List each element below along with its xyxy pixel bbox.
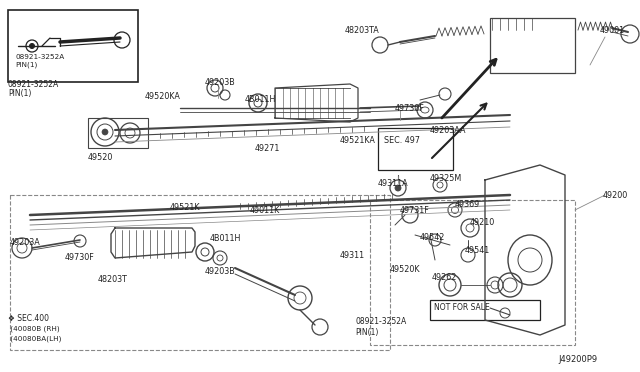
Text: 49262: 49262 bbox=[432, 273, 458, 282]
Text: 49730F: 49730F bbox=[395, 103, 425, 112]
Text: 48203TA: 48203TA bbox=[345, 26, 380, 35]
Text: 49203B: 49203B bbox=[205, 267, 236, 276]
Text: 49542: 49542 bbox=[420, 232, 445, 241]
Bar bbox=[8, 10, 138, 82]
Text: 4B011H: 4B011H bbox=[245, 94, 276, 103]
Bar bbox=[378, 128, 453, 170]
Text: NOT FOR SALE: NOT FOR SALE bbox=[434, 302, 490, 311]
Text: 48203T: 48203T bbox=[98, 276, 128, 285]
Text: PIN(1): PIN(1) bbox=[8, 89, 31, 97]
Text: SEC. 497: SEC. 497 bbox=[384, 135, 420, 144]
Text: 49325M: 49325M bbox=[430, 173, 462, 183]
Text: 49271: 49271 bbox=[255, 144, 280, 153]
Text: 49210: 49210 bbox=[470, 218, 495, 227]
Text: 49001: 49001 bbox=[600, 26, 625, 35]
Text: 49311A: 49311A bbox=[378, 179, 408, 187]
Text: 49520: 49520 bbox=[88, 153, 113, 161]
Text: 49541: 49541 bbox=[465, 246, 490, 254]
Bar bbox=[10, 195, 390, 350]
Ellipse shape bbox=[29, 44, 35, 48]
Text: 08921-3252A: 08921-3252A bbox=[8, 80, 60, 89]
Text: 08921-3252A: 08921-3252A bbox=[15, 54, 64, 60]
Text: (40080BA(LH): (40080BA(LH) bbox=[8, 336, 61, 342]
Text: J49200P9: J49200P9 bbox=[559, 356, 598, 365]
Text: 49730F: 49730F bbox=[65, 253, 95, 263]
Text: 49203A: 49203A bbox=[10, 237, 41, 247]
Text: 49521KA: 49521KA bbox=[340, 135, 376, 144]
Text: 4B011H: 4B011H bbox=[210, 234, 241, 243]
Bar bbox=[490, 18, 575, 73]
Text: 49203B: 49203B bbox=[205, 77, 236, 87]
Text: 49200: 49200 bbox=[603, 190, 628, 199]
Text: 49520K: 49520K bbox=[390, 266, 420, 275]
Ellipse shape bbox=[102, 129, 108, 135]
Text: 49311: 49311 bbox=[340, 250, 365, 260]
Text: 49011K: 49011K bbox=[250, 205, 280, 215]
Text: 49731F: 49731F bbox=[400, 205, 429, 215]
Text: 08921-3252A: 08921-3252A bbox=[355, 317, 406, 327]
Ellipse shape bbox=[395, 185, 401, 191]
Bar bbox=[370, 200, 575, 345]
Text: 49520KA: 49520KA bbox=[145, 92, 181, 100]
Bar bbox=[430, 300, 540, 320]
Bar bbox=[88, 118, 148, 148]
Text: 49521K: 49521K bbox=[170, 202, 200, 212]
Text: (40080B (RH): (40080B (RH) bbox=[8, 326, 60, 332]
Text: 49203AA: 49203AA bbox=[430, 125, 467, 135]
Text: ❖ SEC.400: ❖ SEC.400 bbox=[8, 314, 49, 323]
Text: PIN(1): PIN(1) bbox=[355, 327, 378, 337]
Text: PIN(1): PIN(1) bbox=[15, 62, 37, 68]
Text: 49369: 49369 bbox=[455, 199, 480, 208]
